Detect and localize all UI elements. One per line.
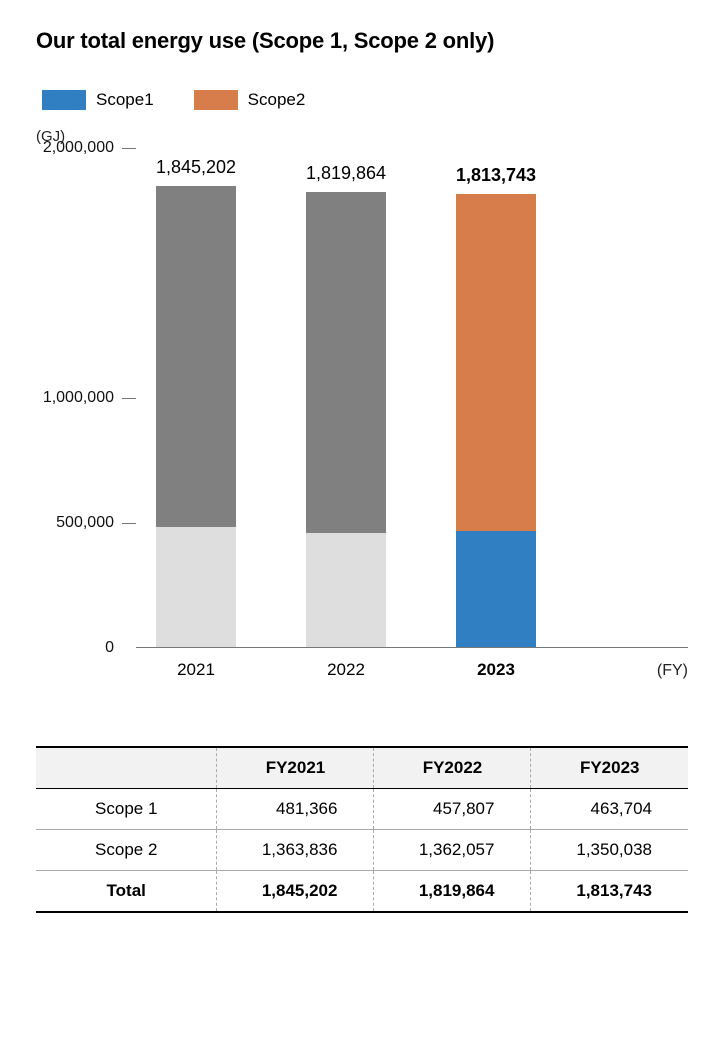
table-col-header: FY2022: [374, 747, 531, 789]
y-tick-mark: [122, 398, 136, 399]
table-row-label: Scope 2: [36, 830, 217, 871]
table-col-header: [36, 747, 217, 789]
bar-stack: [306, 192, 386, 647]
page-title: Our total energy use (Scope 1, Scope 2 o…: [36, 28, 688, 54]
table-cell: 481,366: [217, 789, 374, 830]
bar-total-label: 1,845,202: [156, 157, 236, 178]
y-tick-label: 1,000,000: [43, 389, 120, 407]
table-cell: 1,350,038: [531, 830, 688, 871]
bar-total-label: 1,813,743: [456, 165, 536, 186]
y-tick: 1,000,000: [36, 389, 136, 407]
bar-segment-scope1: [156, 527, 236, 647]
y-tick-mark: [122, 523, 136, 524]
bar-slot: 1,845,202: [156, 148, 236, 647]
y-tick-label: 2,000,000: [43, 139, 120, 157]
y-tick-label: 0: [105, 639, 120, 657]
page: Our total energy use (Scope 1, Scope 2 o…: [0, 0, 724, 1040]
table-cell: 1,845,202: [217, 871, 374, 913]
legend-item: Scope1: [42, 90, 154, 110]
legend-item: Scope2: [194, 90, 306, 110]
x-axis-label: 2023: [456, 660, 536, 680]
table-cell: 1,819,864: [374, 871, 531, 913]
bar-stack: [156, 186, 236, 647]
y-tick-mark: [122, 148, 136, 149]
energy-chart: (GJ) 0500,0001,000,0002,000,000 1,845,20…: [36, 128, 688, 688]
table-row: Total1,845,2021,819,8641,813,743: [36, 871, 688, 913]
x-axis-label: 2021: [156, 660, 236, 680]
bar-slot: 1,813,743: [456, 148, 536, 647]
x-axis-label: 2022: [306, 660, 386, 680]
table-cell: 457,807: [374, 789, 531, 830]
legend-label: Scope1: [96, 90, 154, 110]
bar-segment-scope2: [156, 186, 236, 527]
table-head: FY2021FY2022FY2023: [36, 747, 688, 789]
bar-stack: [456, 194, 536, 647]
y-tick: 2,000,000: [36, 139, 136, 157]
table-row: Scope 1481,366457,807463,704: [36, 789, 688, 830]
y-tick: 500,000: [36, 514, 136, 532]
x-axis-title: (FY): [657, 662, 688, 680]
bar-total-label: 1,819,864: [306, 163, 386, 184]
table-row-label: Total: [36, 871, 217, 913]
y-tick: 0: [36, 639, 136, 657]
table-col-header: FY2023: [531, 747, 688, 789]
table-cell: 1,362,057: [374, 830, 531, 871]
bar-segment-scope2: [306, 192, 386, 533]
table-row: Scope 21,363,8361,362,0571,350,038: [36, 830, 688, 871]
table-col-header: FY2021: [217, 747, 374, 789]
x-axis: 2021 2022 2023: [136, 660, 688, 680]
table-cell: 463,704: [531, 789, 688, 830]
plot-area: 1,845,202 1,819,864 1,813,743: [136, 148, 688, 648]
table-body: Scope 1481,366457,807463,704Scope 21,363…: [36, 789, 688, 913]
bar-slot: 1,819,864: [306, 148, 386, 647]
legend-swatch: [42, 90, 86, 110]
y-tick-label: 500,000: [56, 514, 120, 532]
table-cell: 1,363,836: [217, 830, 374, 871]
table-row-label: Scope 1: [36, 789, 217, 830]
legend-swatch: [194, 90, 238, 110]
table-cell: 1,813,743: [531, 871, 688, 913]
bar-segment-scope1: [306, 533, 386, 647]
y-axis: 0500,0001,000,0002,000,000: [36, 148, 136, 648]
bar-segment-scope2: [456, 194, 536, 532]
legend-label: Scope2: [248, 90, 306, 110]
bars-container: 1,845,202 1,819,864 1,813,743: [136, 148, 688, 647]
bar-segment-scope1: [456, 531, 536, 647]
data-table: FY2021FY2022FY2023 Scope 1481,366457,807…: [36, 746, 688, 913]
legend: Scope1 Scope2: [36, 90, 688, 110]
